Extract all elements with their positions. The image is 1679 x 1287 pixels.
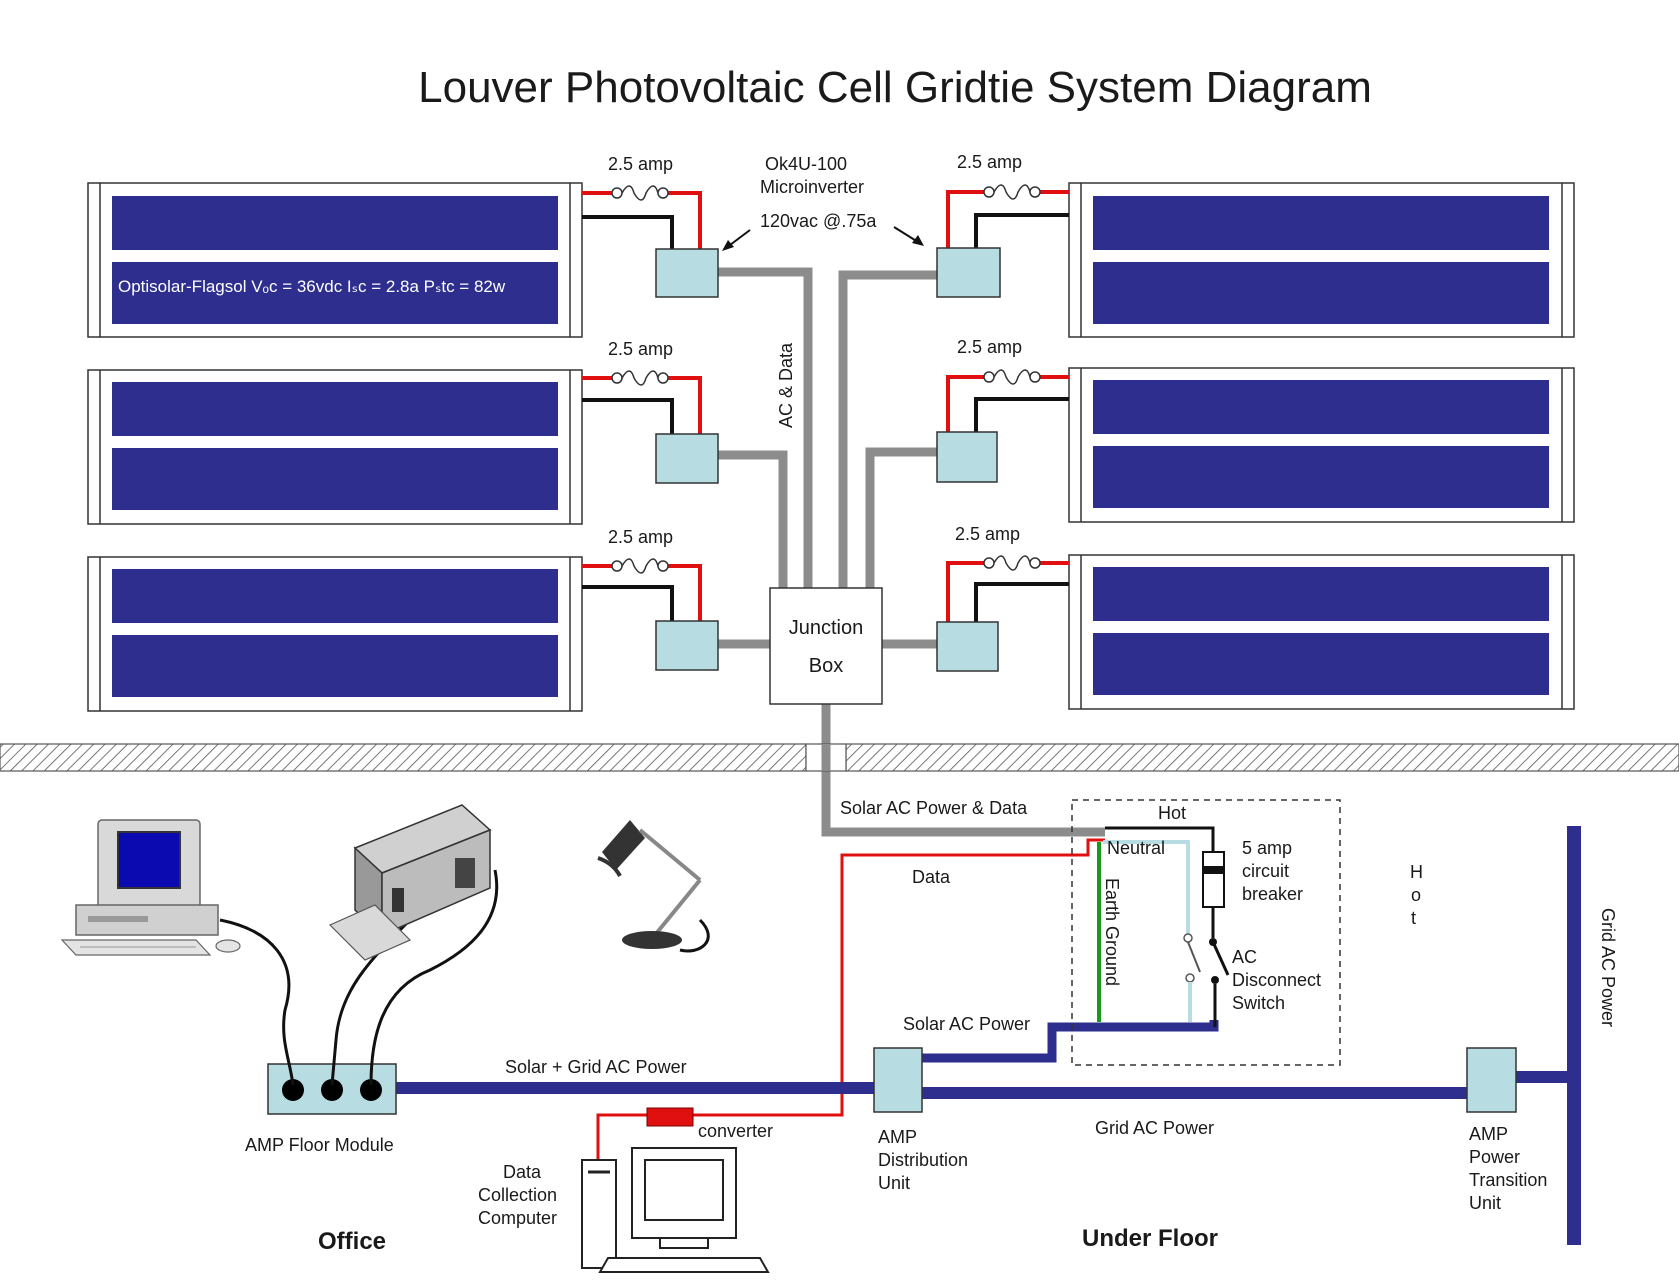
fuse-left-3 [611,558,669,574]
fuse-label-left-2: 2.5 amp [608,339,673,359]
solar-panel-left-1 [87,182,583,338]
neutral-label: Neutral [1107,838,1165,858]
junction-box-label-2: Box [809,655,843,677]
earth-ground-label: Earth Ground [1102,878,1122,986]
dc-wiring-left [582,191,702,621]
amp-distribution-label-3: Unit [878,1173,910,1193]
ac-data-trunk [718,267,1105,837]
breaker-label-3: breaker [1242,884,1303,904]
fuse-right-2 [983,369,1041,385]
switch-label-3: Switch [1232,993,1285,1013]
solar-grid-ac-power-label: Solar + Grid AC Power [505,1057,687,1077]
microinverter-left-2 [655,433,719,484]
amp-ptu-label-4: Unit [1469,1193,1501,1213]
amp-ptu-label-1: AMP [1469,1124,1508,1144]
data-collection-label-1: Data [503,1162,542,1182]
fuse-label-left-3: 2.5 amp [608,527,673,547]
fuse-label-right-1: 2.5 amp [957,152,1022,172]
hot-wire [1105,826,1215,862]
fuse-right-3 [983,555,1041,571]
hot-label-top: Hot [1158,803,1186,823]
solar-panel-right-3 [1068,554,1575,710]
microinverter-left-1 [655,248,719,298]
desk-lamp-icon [597,820,702,949]
hot-label-side-1: H [1410,862,1423,882]
ac-disconnect-switch [1103,840,1230,1027]
fuse-right-1 [983,184,1041,200]
lamp-cord [679,918,710,953]
desktop-computer-icon [60,819,241,956]
pointer-arrow-left [722,229,751,251]
microinverter-rating-label: 120vac @.75a [760,211,877,231]
breaker-label-2: circuit [1242,861,1289,881]
amp-floor-module-label: AMP Floor Module [245,1135,394,1155]
solar-ac-power-label: Solar AC Power [903,1014,1030,1034]
data-converter [646,1107,694,1127]
amp-distribution-label-2: Distribution [878,1150,968,1170]
data-label: Data [912,867,951,887]
dc-wiring-right [946,190,1069,622]
hot-label-side-3: t [1411,908,1416,928]
amp-floor-module [267,1063,397,1115]
lamp-cable [369,869,499,1086]
fuse-left-1 [611,185,669,201]
data-collection-computer-icon [581,1147,770,1273]
grid-ac-power-vertical-label: Grid AC Power [1598,908,1618,1027]
grid-ac-power-label: Grid AC Power [1095,1118,1214,1138]
data-collection-label-2: Collection [478,1185,557,1205]
microinverter-left-3 [655,620,719,671]
office-label: Office [318,1228,386,1255]
microinverter-right-3 [936,621,999,672]
data-collection-label-3: Computer [478,1208,557,1228]
breaker-label-1: 5 amp [1242,838,1292,858]
junction-box [769,587,883,705]
solar-panel-left-2 [87,369,583,525]
converter-label: converter [698,1121,773,1141]
floor-slab [0,743,1679,772]
module-spec-label: Optisolar-Flagsol Vₒc = 36vdc Iₛc = 2.8a… [118,277,506,296]
solar-panel-left-3 [87,556,583,712]
pointer-arrow-right [893,226,924,246]
amp-distribution-label-1: AMP [878,1127,917,1147]
computer-cable [219,918,295,1086]
circuit-breaker [1202,851,1225,908]
solar-panel-right-1 [1068,182,1575,338]
ac-data-label: AC & Data [776,342,796,428]
microinverter-right-1 [936,247,1001,298]
microinverter-model-label: Ok4U-100 [765,154,847,174]
amp-ptu-label-2: Power [1469,1147,1520,1167]
data-line [596,838,1105,1165]
microinverter-right-2 [936,431,998,483]
fuse-label-right-2: 2.5 amp [957,337,1022,357]
switch-label-2: Disconnect [1232,970,1321,990]
amp-ptu-label-3: Transition [1469,1170,1547,1190]
disconnect-enclosure [1071,799,1341,1066]
solar-ac-power-data-label: Solar AC Power & Data [840,798,1028,818]
microinverter-type-label: Microinverter [760,177,864,197]
printer-icon [328,804,492,961]
fuse-label-left-1: 2.5 amp [608,154,673,174]
amp-distribution-unit [873,1047,923,1113]
amp-power-transition-unit [1466,1047,1517,1113]
fuse-label-right-3: 2.5 amp [955,524,1020,544]
hot-label-side-2: o [1411,885,1421,905]
diagram-title: Louver Photovoltaic Cell Gridtie System … [418,63,1372,112]
junction-box-label-1: Junction [789,617,864,639]
under-floor-label: Under Floor [1082,1225,1218,1252]
solar-panel-right-2 [1068,367,1575,523]
fuse-left-2 [611,370,669,386]
switch-label-1: AC [1232,947,1257,967]
